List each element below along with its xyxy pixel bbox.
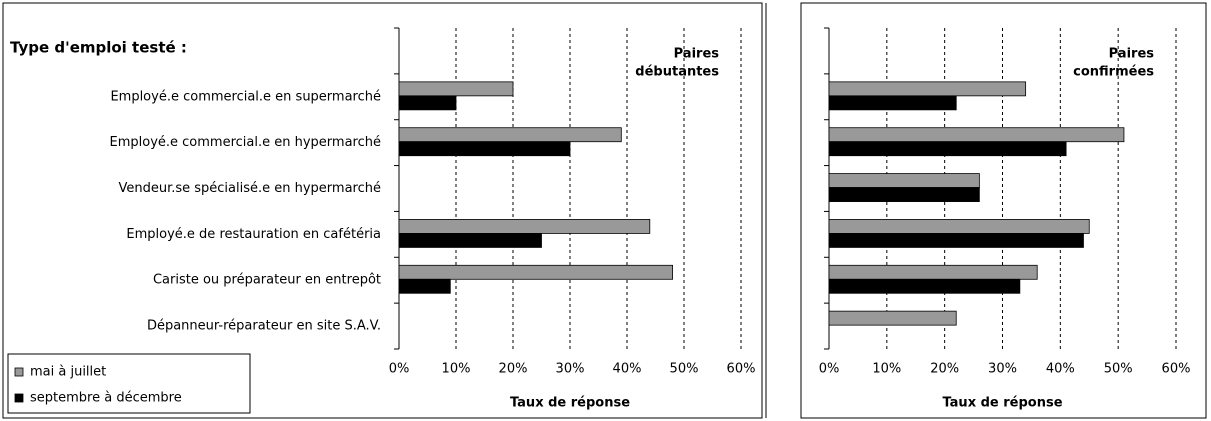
bar — [828, 278, 1021, 294]
x-axis-label: Taux de réponse — [510, 396, 630, 411]
panel-label: Paires — [674, 47, 720, 62]
bar — [398, 127, 622, 143]
x-tick-label: 10% — [442, 362, 471, 377]
x-tick-label: 30% — [988, 362, 1017, 377]
bar — [398, 219, 651, 234]
x-axis-label: Taux de réponse — [942, 396, 1062, 411]
bar — [828, 187, 980, 202]
bar — [398, 278, 451, 294]
x-tick-label: 10% — [872, 362, 901, 377]
panel-label: confirmées — [1073, 65, 1154, 80]
x-tick-label: 60% — [1162, 362, 1191, 377]
y-tick-label: Employé.e commercial.e en supermarché — [110, 89, 381, 104]
x-tick-label: 50% — [1104, 362, 1133, 377]
x-tick-label: 30% — [556, 362, 585, 377]
bar — [398, 95, 457, 111]
y-tick-label: Cariste ou préparateur en entrepôt — [153, 273, 381, 288]
legend-label: septembre à décembre — [30, 391, 182, 406]
x-tick-label: 40% — [613, 362, 642, 377]
bar — [828, 310, 957, 326]
x-tick-label: 20% — [930, 362, 959, 377]
bar — [828, 95, 957, 111]
bar — [398, 81, 514, 97]
x-tick-label: 50% — [670, 362, 699, 377]
bar — [398, 264, 674, 280]
y-tick-label: Vendeur.se spécialisé.e en hypermarché — [118, 181, 381, 196]
y-tick-label: Employé.e de restauration en cafétéria — [126, 227, 381, 242]
bar — [828, 141, 1067, 157]
bar — [828, 264, 1038, 280]
legend-swatch — [14, 393, 24, 403]
bar — [828, 127, 1125, 143]
x-tick-label: 0% — [389, 362, 410, 377]
y-tick-label: Dépanneur-réparateur en site S.A.V. — [147, 319, 381, 334]
y-tick-label: Employé.e commercial.e en hypermarché — [110, 135, 381, 150]
bar — [828, 81, 1027, 97]
x-tick-label: 40% — [1046, 362, 1075, 377]
panel-frame — [2, 2, 763, 419]
legend-label: mai à juillet — [30, 365, 106, 380]
bar — [828, 173, 980, 188]
bar — [828, 233, 1084, 248]
x-tick-label: 20% — [499, 362, 528, 377]
bar — [828, 219, 1090, 234]
x-tick-label: 60% — [727, 362, 756, 377]
bar — [398, 233, 542, 248]
legend-box — [7, 353, 251, 414]
panel-frame — [800, 2, 1207, 419]
panel-label: débutantes — [635, 65, 719, 80]
x-tick-label: 0% — [819, 362, 840, 377]
categories-title: Type d'emploi testé : — [10, 39, 187, 57]
bar — [398, 141, 571, 157]
panel-label: Paires — [1109, 47, 1155, 62]
legend-swatch — [14, 367, 24, 377]
